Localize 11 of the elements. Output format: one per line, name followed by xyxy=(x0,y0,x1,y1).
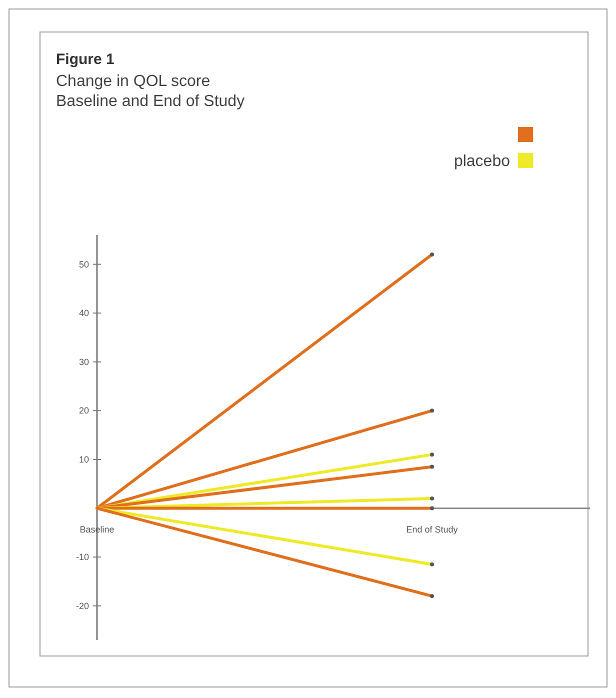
y-tick-label: 10 xyxy=(78,454,89,464)
y-tick-label: 50 xyxy=(78,259,89,270)
legend-label: placebo xyxy=(454,153,510,170)
chart-subtitle: Change in QOL score Baseline and End of Study xyxy=(56,73,245,110)
y-tick-label: -10 xyxy=(76,552,89,562)
y-tick-label: 40 xyxy=(78,308,89,318)
y-tick-label: 30 xyxy=(78,356,89,367)
x-tick-label: End of Study xyxy=(406,524,458,534)
y-tick-label: 20 xyxy=(78,406,89,416)
chart-title: Figure 1 xyxy=(56,51,114,68)
y-tick-label: -20 xyxy=(76,600,89,611)
